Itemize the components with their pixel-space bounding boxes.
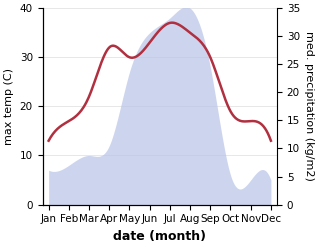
Y-axis label: max temp (C): max temp (C) (4, 68, 14, 145)
X-axis label: date (month): date (month) (113, 230, 206, 243)
Y-axis label: med. precipitation (kg/m2): med. precipitation (kg/m2) (304, 31, 314, 181)
